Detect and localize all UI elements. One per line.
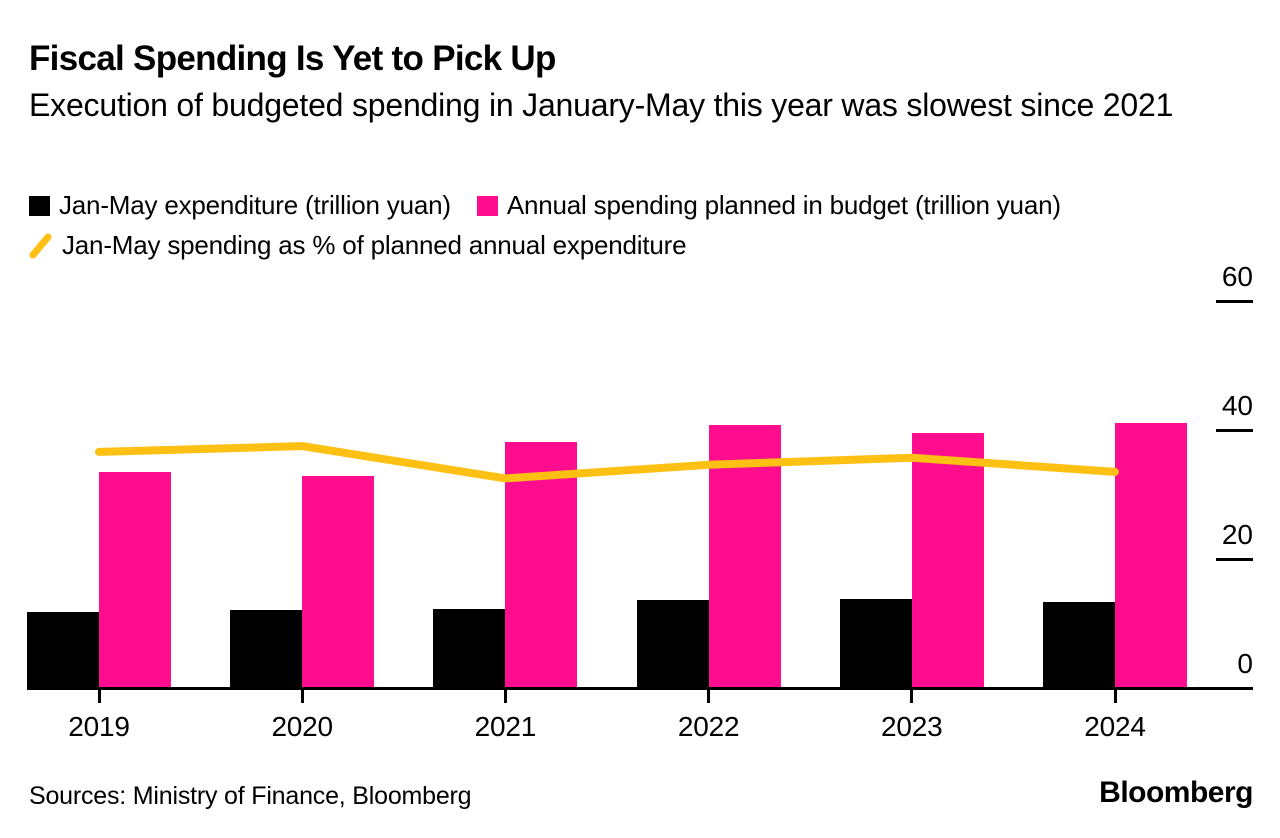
chart-title: Fiscal Spending Is Yet to Pick Up [29, 39, 556, 78]
budget-bar-2019 [99, 471, 171, 688]
budget-bar-2021 [505, 441, 578, 688]
chart-subtitle: Execution of budgeted spending in Januar… [29, 87, 1174, 123]
x-axis-label-2020: 2020 [271, 711, 333, 742]
budget-bar-2022 [708, 424, 781, 688]
legend-label-budget: Annual spending planned in budget (trill… [506, 190, 1061, 220]
y-axis-label-60: 60 [1221, 261, 1253, 292]
x-axis-tick-2024 [1113, 690, 1117, 703]
yellow-line-swatch-icon [29, 233, 53, 259]
legend-item-percent: Jan-May spending as % of planned annual … [29, 230, 687, 261]
x-axis-label-2024: 2024 [1084, 711, 1146, 742]
black-square-swatch-icon [29, 195, 50, 216]
legend-row-1: Jan-May expenditure (trillion yuan) Annu… [29, 188, 1061, 223]
y-axis-label-40: 40 [1221, 390, 1253, 421]
expenditure-bar-2021 [433, 609, 506, 688]
x-axis-tick-2019 [97, 690, 101, 703]
sources-note: Sources: Ministry of Finance, Bloomberg [29, 782, 472, 810]
expenditure-bar-2024 [1043, 602, 1115, 688]
x-axis-tick-2021 [503, 690, 507, 703]
expenditure-bar-2020 [230, 610, 303, 688]
y-axis-label-0: 0 [1237, 648, 1253, 679]
x-axis-line [27, 687, 1253, 690]
x-axis-tick-2022 [707, 690, 711, 703]
legend-item-expenditure: Jan-May expenditure (trillion yuan) [29, 190, 451, 221]
legend-row-2: Jan-May spending as % of planned annual … [29, 228, 1061, 263]
x-axis-tick-2020 [300, 690, 304, 703]
bloomberg-logo: Bloomberg [1099, 776, 1253, 809]
x-axis-tick-2023 [910, 690, 914, 703]
legend-item-budget: Annual spending planned in budget (trill… [476, 190, 1061, 221]
y-axis-tick-20 [1216, 557, 1253, 561]
expenditure-bar-2022 [636, 600, 709, 688]
y-axis-tick-60 [1216, 299, 1253, 303]
legend: Jan-May expenditure (trillion yuan) Annu… [29, 188, 1061, 263]
x-axis-label-2019: 2019 [68, 711, 130, 742]
expenditure-bar-2023 [839, 599, 912, 688]
y-axis-label-20: 20 [1221, 519, 1253, 550]
pink-square-swatch-icon [476, 195, 498, 216]
legend-label-expenditure: Jan-May expenditure (trillion yuan) [59, 190, 451, 220]
legend-label-percent: Jan-May spending as % of planned annual … [62, 230, 687, 260]
budget-bar-2024 [1115, 422, 1187, 688]
x-axis-label-2021: 2021 [474, 711, 537, 742]
x-axis-label-2023: 2023 [881, 711, 943, 742]
budget-bar-2023 [911, 433, 984, 688]
y-axis-tick-40 [1216, 428, 1253, 432]
budget-bar-2020 [302, 475, 375, 688]
expenditure-bar-2019 [27, 611, 99, 688]
x-axis-label-2022: 2022 [677, 711, 740, 742]
